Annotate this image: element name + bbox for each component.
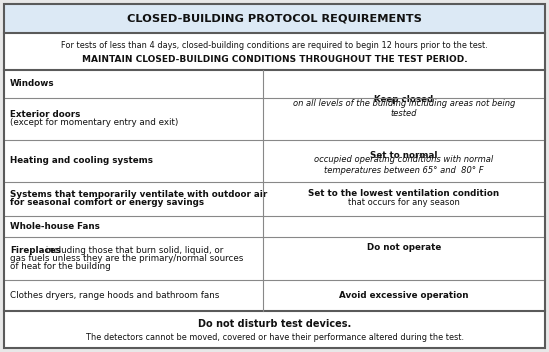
Text: occupied operating conditions with normal
temperatures between 65° and  80° F: occupied operating conditions with norma… [314, 155, 494, 175]
Text: Set to the lowest ventilation condition: Set to the lowest ventilation condition [308, 189, 500, 198]
Text: Systems that temporarily ventilate with outdoor air: Systems that temporarily ventilate with … [10, 190, 267, 199]
Bar [4, 216, 545, 238]
Bar [4, 33, 545, 70]
Text: CLOSED-BUILDING PROTOCOL REQUIREMENTS: CLOSED-BUILDING PROTOCOL REQUIREMENTS [127, 13, 422, 24]
Text: Windows: Windows [10, 79, 54, 88]
Text: Exterior doors: Exterior doors [10, 110, 80, 119]
Bar [4, 238, 545, 280]
Text: Fireplaces: Fireplaces [10, 246, 61, 255]
Bar [4, 182, 545, 216]
Text: Set to normal: Set to normal [370, 151, 438, 160]
Text: Avoid excessive operation: Avoid excessive operation [339, 291, 468, 300]
Text: gas fuels unless they are the primary/normal sources: gas fuels unless they are the primary/no… [10, 254, 243, 263]
Text: For tests of less than 4 days, closed-building conditions are required to begin : For tests of less than 4 days, closed-bu… [61, 40, 488, 50]
Text: (except for momentary entry and exit): (except for momentary entry and exit) [10, 118, 178, 127]
Text: MAINTAIN CLOSED-BUILDING CONDITIONS THROUGHOUT THE TEST PERIOD.: MAINTAIN CLOSED-BUILDING CONDITIONS THRO… [82, 55, 467, 64]
Text: for seasonal comfort or energy savings: for seasonal comfort or energy savings [10, 199, 204, 207]
Text: that occurs for any season: that occurs for any season [348, 198, 460, 207]
Text: including those that burn solid, liquid, or: including those that burn solid, liquid,… [43, 246, 223, 255]
Text: The detectors cannot be moved, covered or have their performance altered during : The detectors cannot be moved, covered o… [86, 333, 463, 342]
Text: on all levels of the building including areas not being
tested: on all levels of the building including … [293, 99, 515, 118]
Bar [4, 311, 545, 348]
Text: of heat for the building: of heat for the building [10, 262, 111, 271]
Text: Keep closed: Keep closed [374, 95, 433, 104]
Bar [4, 70, 545, 98]
Text: Clothes dryers, range hoods and bathroom fans: Clothes dryers, range hoods and bathroom… [10, 291, 220, 300]
Text: Heating and cooling systems: Heating and cooling systems [10, 156, 153, 165]
Bar [4, 4, 545, 33]
Text: Do not disturb test devices.: Do not disturb test devices. [198, 319, 351, 329]
Bar [4, 98, 545, 140]
Text: Do not operate: Do not operate [367, 243, 441, 252]
Bar [4, 280, 545, 311]
Bar [4, 140, 545, 182]
Text: Whole-house Fans: Whole-house Fans [10, 222, 100, 231]
